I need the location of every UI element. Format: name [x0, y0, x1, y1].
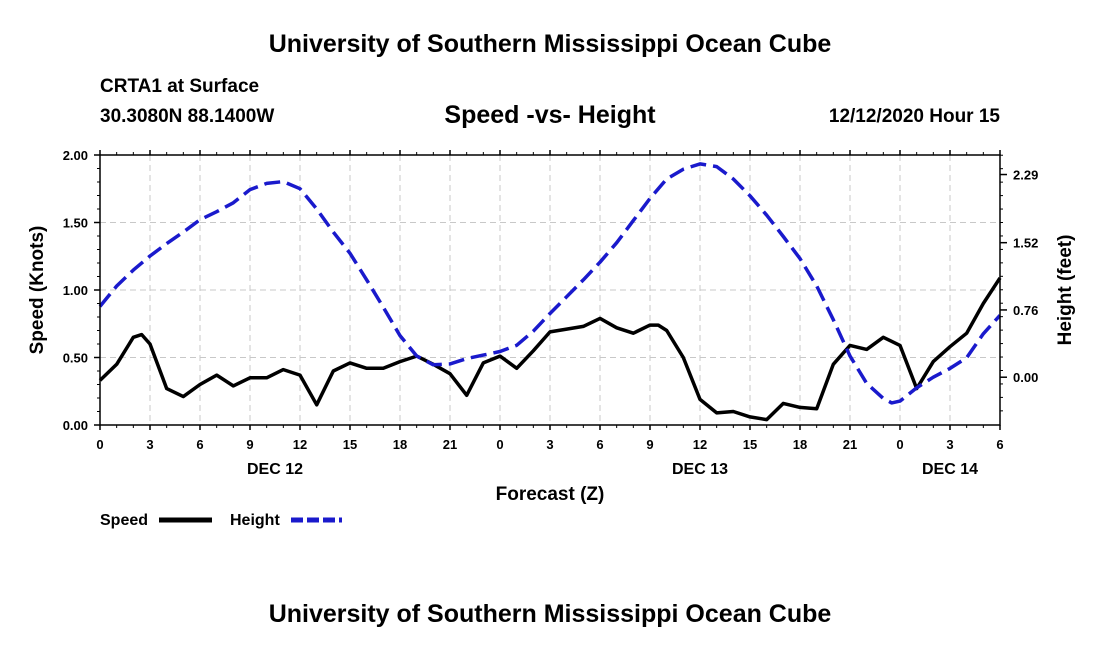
footer-title: University of Southern Mississippi Ocean… — [268, 600, 832, 628]
y2-tick-label: 2.29 — [1013, 168, 1038, 183]
page-title: University of Southern Mississippi Ocean… — [268, 30, 832, 58]
x-tick-label: 6 — [996, 437, 1003, 452]
day-label: DEC 12 — [247, 461, 303, 478]
y2-tick-label: 0.76 — [1013, 303, 1038, 318]
x-tick-label: 0 — [496, 437, 503, 452]
day-label: DEC 13 — [672, 461, 728, 478]
legend-height-label: Height — [230, 512, 280, 529]
x-tick-label: 18 — [393, 437, 407, 452]
x-tick-label: 0 — [896, 437, 903, 452]
x-tick-label: 21 — [843, 437, 857, 452]
y-tick-label: 1.50 — [63, 216, 88, 231]
y-tick-label: 2.00 — [63, 148, 88, 163]
height-series-line — [98, 162, 1002, 405]
x-tick-label: 21 — [443, 437, 457, 452]
y2-axis-title: Height (feet) — [1055, 235, 1076, 346]
y-tick-label: 1.00 — [63, 283, 88, 298]
chart-title: Speed -vs- Height — [444, 101, 656, 129]
x-tick-label: 12 — [293, 437, 307, 452]
date-hour-label: 12/12/2020 Hour 15 — [828, 106, 1000, 127]
y2-tick-label: 0.00 — [1013, 370, 1038, 385]
series-lines — [98, 162, 1002, 422]
y2-tick-label: 1.52 — [1013, 236, 1038, 251]
station-label: CRTA1 at Surface — [100, 76, 260, 97]
x-tick-label: 3 — [946, 437, 953, 452]
axes: 0 3 6 9 12 15 18 21 0 3 6 9 12 15 18 21 0 3 6 DEC 12 DEC 13 D… — [63, 148, 1039, 478]
coordinates-label: 30.3080N 88.1400W — [100, 106, 275, 127]
legend: Speed Height — [100, 512, 342, 529]
x-axis-title: Forecast (Z) — [496, 484, 605, 505]
speed-series-line — [98, 276, 1002, 422]
x-tick-label: 18 — [793, 437, 807, 452]
x-tick-label: 15 — [743, 437, 757, 452]
x-tick-label: 9 — [246, 437, 253, 452]
x-tick-label: 6 — [196, 437, 203, 452]
x-tick-label: 15 — [343, 437, 357, 452]
x-tick-label: 3 — [546, 437, 553, 452]
x-tick-label: 0 — [96, 437, 103, 452]
y-axis-title: Speed (Knots) — [27, 226, 48, 355]
x-tick-label: 9 — [646, 437, 653, 452]
y-tick-label: 0.00 — [63, 418, 88, 433]
legend-speed-label: Speed — [100, 512, 148, 529]
day-label: DEC 14 — [922, 461, 978, 478]
x-tick-label: 12 — [693, 437, 707, 452]
x-tick-label: 6 — [596, 437, 603, 452]
x-tick-label: 3 — [146, 437, 153, 452]
y-tick-label: 0.50 — [63, 351, 88, 366]
